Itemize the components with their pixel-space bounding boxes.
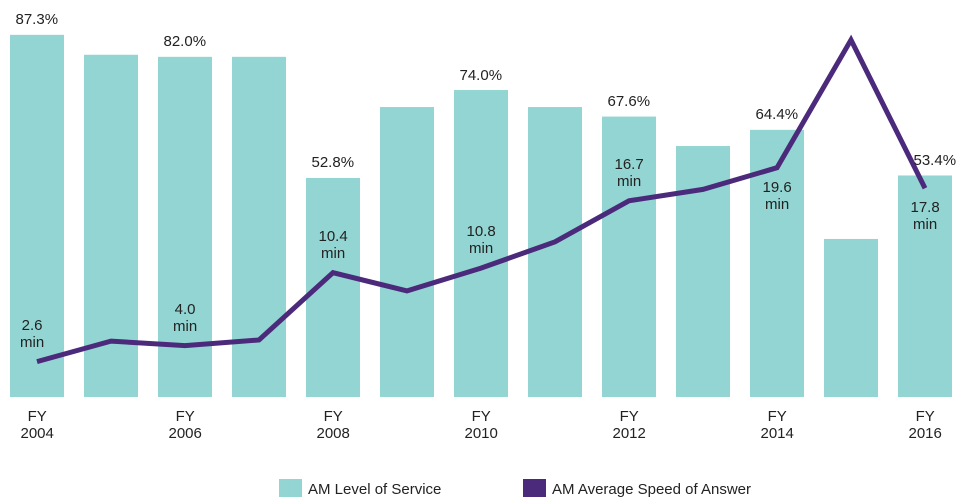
bar — [10, 34, 64, 397]
bar — [232, 56, 286, 397]
x-tick-label: FY 2016 — [908, 408, 942, 442]
bar — [824, 238, 878, 397]
line-value-label: 17.8 min — [910, 199, 940, 234]
line-value-label: 2.6 min — [20, 316, 45, 351]
bar — [158, 56, 212, 397]
line — [36, 34, 928, 365]
line-value-label: 10.4 min — [318, 227, 348, 262]
line-value-label: 10.8 min — [466, 223, 496, 258]
bar — [602, 116, 656, 397]
bar-value-label: 74.0% — [459, 66, 503, 84]
x-tick-label: FY 2014 — [760, 408, 794, 442]
bar — [454, 90, 508, 398]
line-value-label: 19.6 min — [762, 178, 792, 213]
bar — [898, 175, 952, 397]
x-tick-label: FY 2012 — [612, 408, 646, 442]
x-tick-label: FY 2010 — [464, 408, 498, 442]
line-value-label: 4.0 min — [173, 300, 198, 335]
bar-value-label: 53.4% — [913, 151, 957, 169]
bar-value-label: 67.6% — [607, 93, 651, 111]
bar — [528, 107, 582, 398]
legend-label: AM Average Speed of Answer — [552, 480, 752, 497]
x-tick-label: FY 2004 — [20, 408, 54, 442]
line-value-label: 16.7 min — [614, 155, 644, 190]
bar — [380, 107, 434, 398]
legend-swatch — [279, 479, 302, 497]
bar-value-label: 87.3% — [15, 11, 59, 29]
bar-value-label: 82.0% — [163, 33, 207, 51]
x-tick-label: FY 2006 — [168, 408, 202, 442]
legend-label: AM Level of Service — [308, 480, 442, 497]
bar-value-label: 52.8% — [311, 154, 355, 172]
bar-value-label: 64.4% — [755, 106, 799, 124]
legend-swatch — [523, 479, 546, 497]
x-tick-label: FY 2008 — [316, 408, 350, 442]
